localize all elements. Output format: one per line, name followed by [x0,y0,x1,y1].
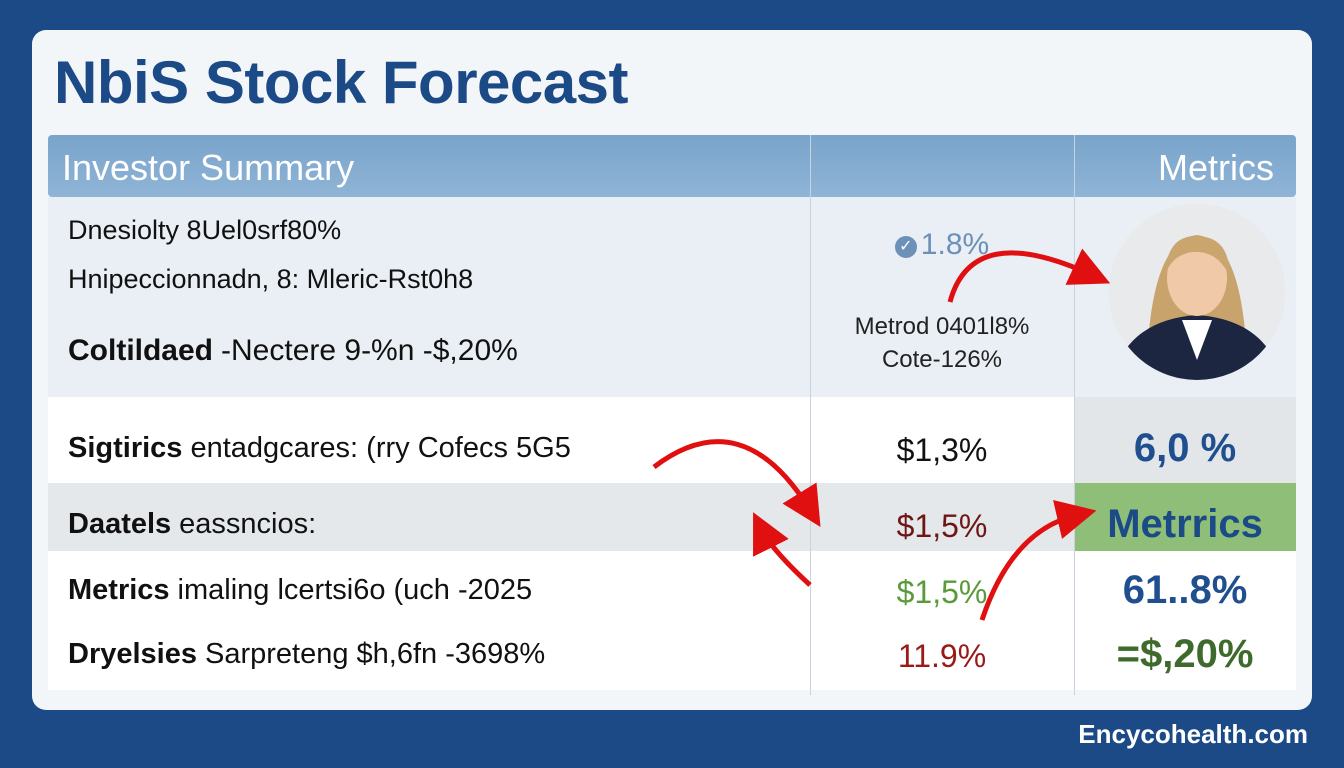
summary-metric: ✓ 1.8% [810,228,1074,262]
text: -Nectere 9-%n -$,20% [221,334,518,367]
right-value: 61..8% [1122,568,1248,612]
bold-text: Metrics [68,574,170,606]
portrait [1109,204,1285,380]
watermark: Encycohealth.com [1078,719,1308,749]
check-icon: ✓ [894,236,917,258]
bold-text: Daatels [68,508,172,540]
row-text: Metrics imaling lcertsi6o (uch -2025 [68,574,532,607]
mid-value: $1,5% [896,508,988,544]
right-value: Metrrics [1107,502,1263,546]
divider [810,135,811,695]
bold-text: Coltildaed [68,334,214,367]
metric: 1.8% [920,228,990,261]
text: eassncios: [179,508,317,540]
card: NbiS Stock Forecast Investor Summary Met… [32,30,1312,710]
header-bar: Investor Summary Metrics [48,135,1296,197]
summary-metric: Metrod 0401l8% [854,313,1030,340]
cell-bg [1074,397,1296,483]
overlay [652,204,1285,621]
right-value: =$,20% [1116,632,1254,676]
mid-value: 11.9% [897,638,987,674]
row-text: Daatels eassncios: [68,508,316,541]
row-text: Dryelsies Sarpreteng $h,6fn -3698% [68,638,545,671]
text: imaling lcertsi6o (uch -2025 [177,574,533,606]
title: NbiS Stock Forecast [54,49,629,116]
row-text: Sigtirics entadgcares: (rry Cofecs 5G5 [68,432,571,465]
bold-text: Sigtirics [68,432,183,464]
header-right: Metrics [1158,147,1274,188]
text: Sarpreteng $h,6fn -3698% [205,638,546,670]
mid-value: $1,3% [896,432,988,468]
header-left: Investor Summary [62,147,355,188]
summary-metric: Cote-126% [881,346,1003,373]
arrows [652,248,1111,621]
summary-line: Dnesiolty 8Uel0srf80% [68,215,342,245]
mid-value: $1,5% [896,574,988,610]
cell-bg [1074,483,1296,551]
summary-line: Hnipeccionnadn, 8: Mleric-Rst0h8 [68,264,474,294]
summary-area [48,197,1296,397]
right-value: 6,0 % [1133,426,1237,470]
summary-bold-line: Coltildaed -Nectere 9-%n -$,20% [68,334,518,368]
bold-text: Dryelsies [68,638,197,670]
row [48,551,1296,690]
divider [1074,135,1075,695]
text: entadgcares: (rry Cofecs 5G5 [190,432,571,464]
